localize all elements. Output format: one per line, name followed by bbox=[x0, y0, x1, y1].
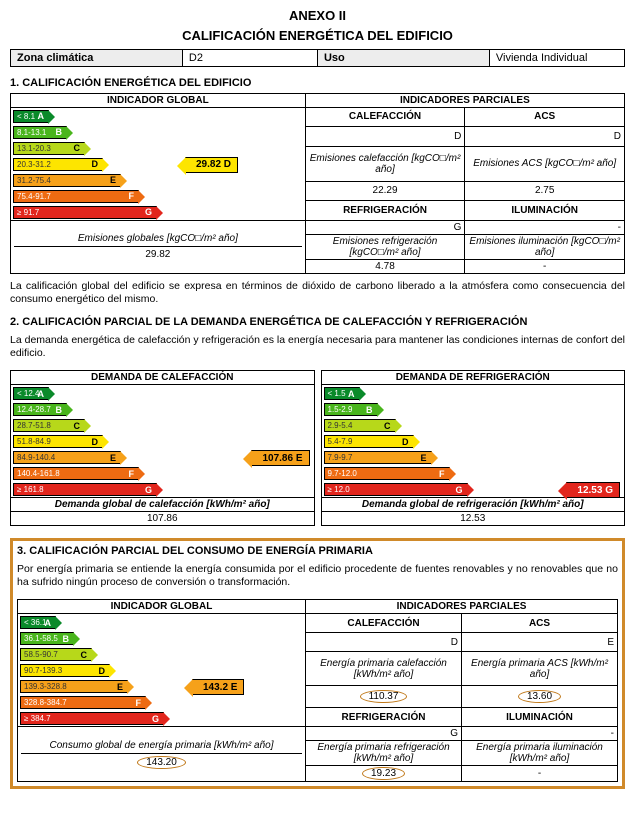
s1-caption-val: 29.82 bbox=[14, 246, 302, 260]
s3-caption: Consumo global de energía primaria [kWh/… bbox=[21, 740, 302, 751]
s1-caption: Emisiones globales [kgCO□/m² año] bbox=[14, 233, 302, 244]
s2-refr-caption: Demanda global de refrigeración [kWh/m² … bbox=[321, 498, 625, 512]
s3-global-head: INDICADOR GLOBAL bbox=[18, 600, 306, 614]
s2-refr-arrows: < 1.5A1.5-2.9B2.9-5.4C5.4-7.9D7.9-9.7E9.… bbox=[322, 385, 625, 497]
s2-refr-val: 12.53 bbox=[321, 512, 625, 526]
rating-badge: 143.2 E bbox=[192, 679, 244, 695]
s1-refr-label: Emisiones refrigeración [kgCO□/m² año] bbox=[305, 234, 465, 259]
s1-calef-grade: D bbox=[305, 127, 465, 147]
s3-calef-head: CALEFACCIÓN bbox=[306, 614, 462, 633]
s3-acs-val: 13.60 bbox=[462, 686, 618, 708]
s3-paragraph: Por energía primaria se entiende la ener… bbox=[17, 563, 618, 589]
s1-paragraph: La calificación global del edificio se e… bbox=[10, 280, 625, 306]
s3-calef-val: 110.37 bbox=[306, 686, 462, 708]
s1-acs-grade: D bbox=[465, 127, 625, 147]
s1-ilum-head: ILUMINACIÓN bbox=[465, 201, 625, 221]
s1-partials-head: INDICADORES PARCIALES bbox=[305, 93, 624, 107]
s3-rating-arrows: < 36.1A36.1-58.5B58.5-90.7C90.7-139.3D13… bbox=[18, 614, 305, 726]
s1-refr-grade: G bbox=[305, 220, 465, 234]
s3-ilum-val: - bbox=[462, 766, 618, 782]
s3-refr-head: REFRIGERACIÓN bbox=[306, 708, 462, 727]
s3-caption-val: 143.20 bbox=[21, 753, 302, 769]
s1-ilum-label: Emisiones iluminación [kgCO□/m² año] bbox=[465, 234, 625, 259]
s3-acs-head: ACS bbox=[462, 614, 618, 633]
s3-refr-val: 19.23 bbox=[306, 766, 462, 782]
s3-acs-val-circle: 13.60 bbox=[518, 690, 561, 703]
s2-refr-head: DEMANDA DE REFRIGERACIÓN bbox=[321, 371, 625, 385]
s3-ilum-grade: - bbox=[462, 727, 618, 741]
s1-global-head: INDICADOR GLOBAL bbox=[11, 93, 306, 107]
section3-table: INDICADOR GLOBAL INDICADORES PARCIALES <… bbox=[17, 599, 618, 782]
s1-refr-val: 4.78 bbox=[305, 259, 465, 273]
s2-calef-val: 107.86 bbox=[11, 512, 315, 526]
s3-calef-label: Energía primaria calefacción [kWh/m² año… bbox=[306, 652, 462, 686]
s1-calef-val: 22.29 bbox=[305, 181, 465, 201]
annex-label: ANEXO II bbox=[10, 8, 625, 24]
s1-acs-val: 2.75 bbox=[465, 181, 625, 201]
s1-ilum-grade: - bbox=[465, 220, 625, 234]
s1-refr-head: REFRIGERACIÓN bbox=[305, 201, 465, 221]
s2-calef-box: DEMANDA DE CALEFACCIÓN < 12.4A12.4-28.7B… bbox=[10, 370, 315, 526]
section3-frame: 3. CALIFICACIÓN PARCIAL DEL CONSUMO DE E… bbox=[10, 538, 625, 789]
s1-acs-label: Emisiones ACS [kgCO□/m² año] bbox=[465, 146, 625, 181]
use-value: Vivienda Individual bbox=[489, 49, 624, 66]
s2-calef-arrows: < 12.4A12.4-28.7B28.7-51.8C51.8-84.9D84.… bbox=[11, 385, 314, 497]
rating-badge: 107.86 E bbox=[251, 450, 309, 466]
s2-refr-box: DEMANDA DE REFRIGERACIÓN < 1.5A1.5-2.9B2… bbox=[321, 370, 626, 526]
section1-title: 1. CALIFICACIÓN ENERGÉTICA DEL EDIFICIO bbox=[10, 77, 625, 89]
info-table: Zona climática D2 Uso Vivienda Individua… bbox=[10, 49, 625, 67]
rating-badge: 29.82 D bbox=[185, 157, 238, 173]
s1-rating-arrows: < 8.1A8.1-13.1B13.1-20.3C20.3-31.2D31.2-… bbox=[11, 108, 305, 220]
section1-table: INDICADOR GLOBAL INDICADORES PARCIALES <… bbox=[10, 93, 625, 274]
s3-acs-label: Energía primaria ACS [kWh/m² año] bbox=[462, 652, 618, 686]
s3-ilum-head: ILUMINACIÓN bbox=[462, 708, 618, 727]
zone-label: Zona climática bbox=[11, 49, 183, 66]
s2-calef-head: DEMANDA DE CALEFACCIÓN bbox=[11, 371, 315, 385]
s1-acs-head: ACS bbox=[465, 107, 625, 127]
section2-title: 2. CALIFICACIÓN PARCIAL DE LA DEMANDA EN… bbox=[10, 316, 625, 328]
s1-calef-head: CALEFACCIÓN bbox=[305, 107, 465, 127]
use-label: Uso bbox=[317, 49, 489, 66]
s2-calef-caption: Demanda global de calefacción [kWh/m² añ… bbox=[11, 498, 315, 512]
s3-acs-grade: E bbox=[462, 633, 618, 652]
rating-badge: 12.53 G bbox=[566, 482, 620, 498]
s3-calef-val-circle: 110.37 bbox=[360, 690, 408, 703]
s3-refr-grade: G bbox=[306, 727, 462, 741]
s3-caption-val-circle: 143.20 bbox=[137, 756, 186, 769]
s2-paragraph: La demanda energética de calefacción y r… bbox=[10, 334, 625, 360]
s3-calef-grade: D bbox=[306, 633, 462, 652]
s3-refr-val-circle: 19.23 bbox=[362, 767, 405, 780]
zone-value: D2 bbox=[182, 49, 317, 66]
s3-refr-label: Energía primaria refrigeración [kWh/m² a… bbox=[306, 741, 462, 766]
section3-title: 3. CALIFICACIÓN PARCIAL DEL CONSUMO DE E… bbox=[17, 545, 618, 557]
page-title: CALIFICACIÓN ENERGÉTICA DEL EDIFICIO bbox=[10, 28, 625, 43]
s1-calef-label: Emisiones calefacción [kgCO□/m² año] bbox=[305, 146, 465, 181]
s3-partials-head: INDICADORES PARCIALES bbox=[306, 600, 618, 614]
s1-ilum-val: - bbox=[465, 259, 625, 273]
s3-ilum-label: Energía primaria iluminación [kWh/m² año… bbox=[462, 741, 618, 766]
